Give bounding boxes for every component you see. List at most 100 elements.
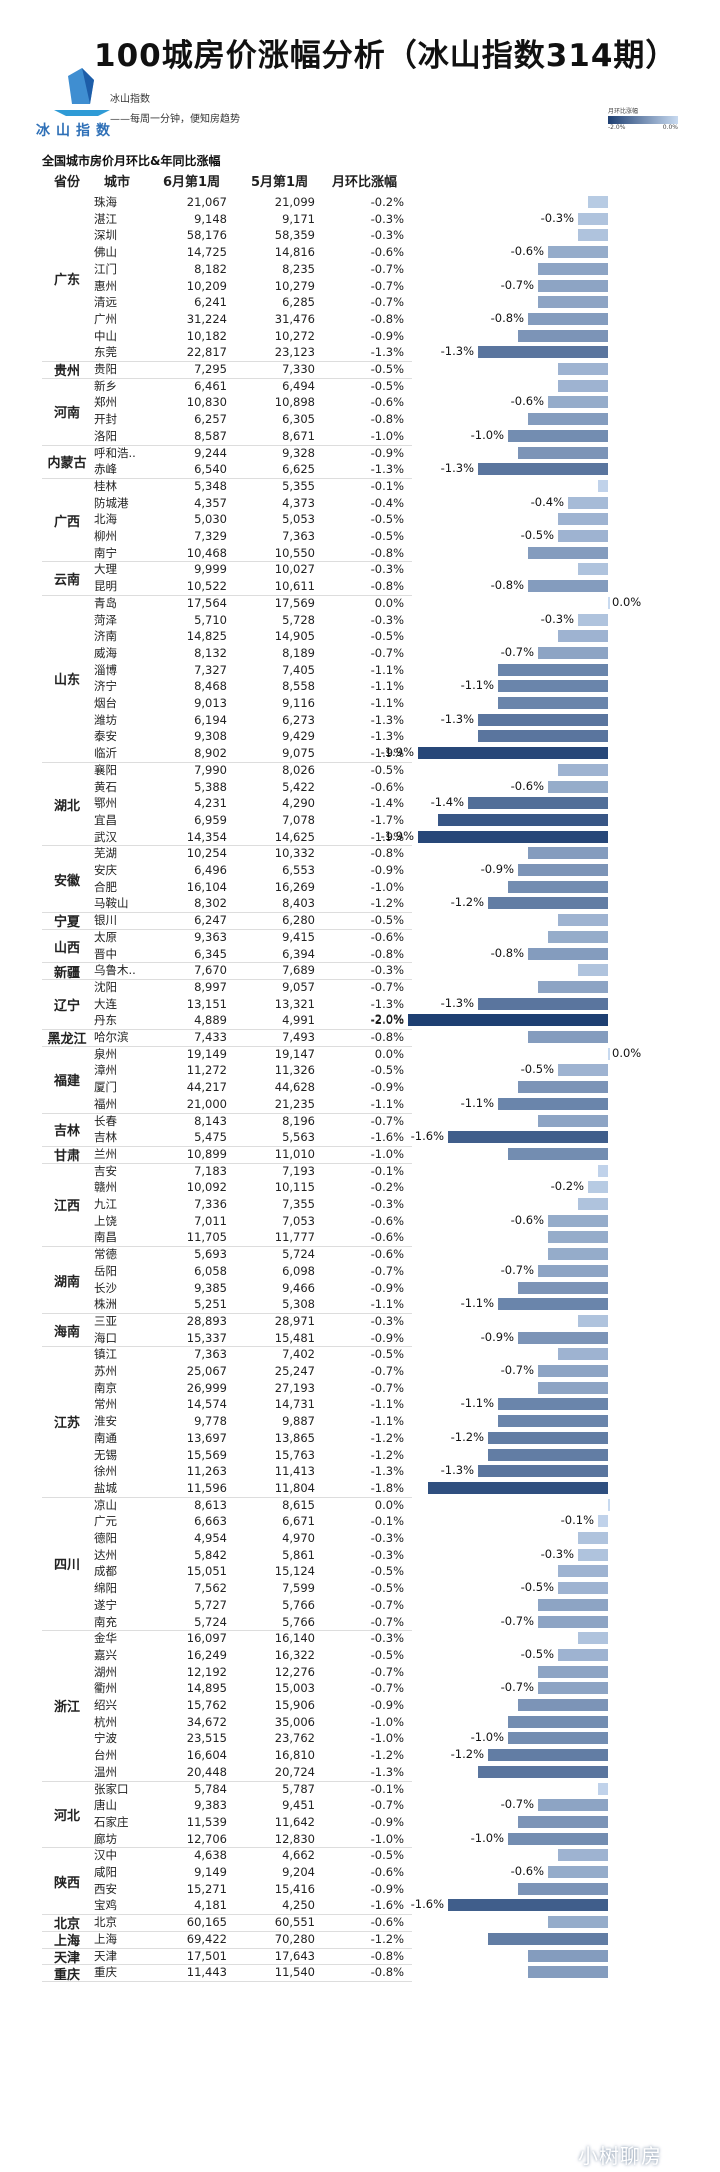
bar-label-咸阳: -0.6% xyxy=(510,1864,544,1878)
group-separator xyxy=(42,377,412,379)
cell-jun: 9,778 xyxy=(194,1414,227,1429)
cell-city: 鄂州 xyxy=(94,796,117,811)
bar-label-威海: -0.7% xyxy=(500,644,534,659)
header-city: 城市 xyxy=(104,175,131,190)
legend-min-label: -2.0% xyxy=(608,124,626,131)
cell-jun: 28,893 xyxy=(186,1313,227,1328)
group-separator xyxy=(42,1914,412,1916)
group-separator xyxy=(42,912,412,914)
bar-石家庄 xyxy=(518,1815,608,1828)
province-label: 新疆 xyxy=(53,965,80,981)
table-row: 北京 60,165 60,551 -0.6% xyxy=(42,1914,412,1931)
cell-jun: 14,825 xyxy=(186,629,227,644)
bar-汉中 xyxy=(558,1849,608,1862)
legend-max-label: 0.0% xyxy=(662,124,678,131)
cell-city: 兰州 xyxy=(94,1146,117,1161)
cell-may: 16,140 xyxy=(274,1631,315,1646)
bar-丹东 xyxy=(408,1014,608,1027)
table-row: 张家口 5,784 5,787 -0.1% xyxy=(42,1781,412,1798)
table-row: 温州 20,448 20,724 -1.3% xyxy=(42,1764,412,1781)
table-row: 吉林 5,475 5,563 -1.6% xyxy=(42,1129,412,1146)
bar-徐州 xyxy=(478,1465,608,1478)
cell-city: 潍坊 xyxy=(94,712,117,727)
table-row: 长沙 9,385 9,466 -0.9% xyxy=(42,1280,412,1297)
bar-label-唐山: -0.7% xyxy=(500,1797,534,1812)
table-row: 达州 5,842 5,861 -0.3% xyxy=(42,1547,412,1564)
province-label: 山东 xyxy=(53,673,80,689)
cell-jun: 10,522 xyxy=(186,579,227,594)
cell-mom: -1.3% xyxy=(370,1464,404,1479)
cell-may: 35,006 xyxy=(274,1714,315,1729)
table-row: 乌鲁木.. 7,670 7,689 -0.3% xyxy=(42,962,412,979)
cell-jun: 5,475 xyxy=(194,1130,227,1145)
cell-may: 4,991 xyxy=(282,1013,315,1028)
cell-mom: -0.1% xyxy=(370,478,404,493)
cell-city: 黄石 xyxy=(94,779,117,794)
table-row: 南宁 10,468 10,550 -0.8% xyxy=(42,545,412,562)
cell-jun: 14,725 xyxy=(186,245,227,260)
cell-mom: -1.8% xyxy=(370,1480,404,1495)
cell-jun: 7,295 xyxy=(194,362,227,376)
cell-jun: 6,257 xyxy=(194,412,227,427)
cell-may: 7,193 xyxy=(282,1163,315,1178)
cell-jun: 6,663 xyxy=(194,1514,227,1529)
province-label: 河北 xyxy=(53,1808,80,1824)
cell-mom: -0.3% xyxy=(370,1631,404,1646)
cell-mom: -0.6% xyxy=(370,1213,404,1228)
cell-mom: -2.0% xyxy=(370,1013,404,1028)
group-separator xyxy=(42,1045,412,1047)
cell-city: 济南 xyxy=(94,629,117,644)
cell-city: 天津 xyxy=(94,1948,117,1963)
cell-city: 江门 xyxy=(94,261,117,276)
cell-may: 31,476 xyxy=(274,311,315,326)
group-separator xyxy=(42,1780,412,1782)
bar-赣州 xyxy=(588,1181,608,1194)
cell-jun: 19,149 xyxy=(186,1046,227,1061)
cell-mom: -0.7% xyxy=(370,1798,404,1813)
province-label: 江苏 xyxy=(53,1416,80,1432)
cell-mom: -0.1% xyxy=(370,1163,404,1178)
table-row: 大理 9,999 10,027 -0.3% xyxy=(42,561,412,578)
cell-city: 宝鸡 xyxy=(94,1898,117,1913)
cell-jun: 7,329 xyxy=(194,529,227,543)
bar-label-临沂: -1.9% xyxy=(380,745,414,760)
cell-may: 4,290 xyxy=(282,796,315,811)
cell-may: 19,147 xyxy=(274,1046,315,1061)
table-row: 太原 9,363 9,415 -0.6% xyxy=(42,929,412,946)
cell-mom: -0.7% xyxy=(370,1263,404,1278)
bar-济南 xyxy=(558,630,608,643)
table-row: 深圳 58,176 58,359 -0.3% xyxy=(42,227,412,244)
group-separator xyxy=(42,1964,412,1966)
group-separator xyxy=(42,1112,412,1114)
bar-大连 xyxy=(478,997,608,1010)
cell-mom: -0.5% xyxy=(370,1347,404,1362)
bar-常州 xyxy=(498,1398,608,1411)
bar-label-洛阳: -1.0% xyxy=(470,427,504,442)
cell-jun: 7,562 xyxy=(194,1581,227,1596)
cell-may: 7,599 xyxy=(282,1581,315,1596)
bar-呼和浩.. xyxy=(518,446,608,459)
iceberg-logo-icon xyxy=(54,68,110,116)
cell-city: 杭州 xyxy=(94,1714,117,1729)
table-row: 沈阳 8,997 9,057 -0.7% xyxy=(42,979,412,996)
cell-may: 15,416 xyxy=(274,1881,315,1896)
bar-泉州 xyxy=(608,1047,610,1060)
group-separator xyxy=(42,1312,412,1314)
cell-jun: 26,999 xyxy=(186,1380,227,1395)
cell-city: 淮安 xyxy=(94,1414,117,1429)
table-row: 菏泽 5,710 5,728 -0.3% xyxy=(42,612,412,629)
cell-may: 5,724 xyxy=(282,1247,315,1262)
cell-may: 25,247 xyxy=(274,1364,315,1378)
cell-city: 柳州 xyxy=(94,529,117,543)
table-row: 南昌 11,705 11,777 -0.6% xyxy=(42,1229,412,1246)
province-label: 重庆 xyxy=(53,1967,80,1983)
cell-jun: 7,327 xyxy=(194,662,227,677)
province-label: 海南 xyxy=(53,1324,80,1340)
province-label: 北京 xyxy=(53,1917,80,1933)
cell-jun: 44,217 xyxy=(186,1080,227,1095)
cell-may: 13,865 xyxy=(274,1430,315,1445)
table-row: 丹东 4,889 4,991 -2.0% xyxy=(42,1012,412,1029)
cell-city: 丹东 xyxy=(94,1013,117,1028)
cell-may: 20,724 xyxy=(274,1764,315,1779)
group-separator xyxy=(42,928,412,930)
